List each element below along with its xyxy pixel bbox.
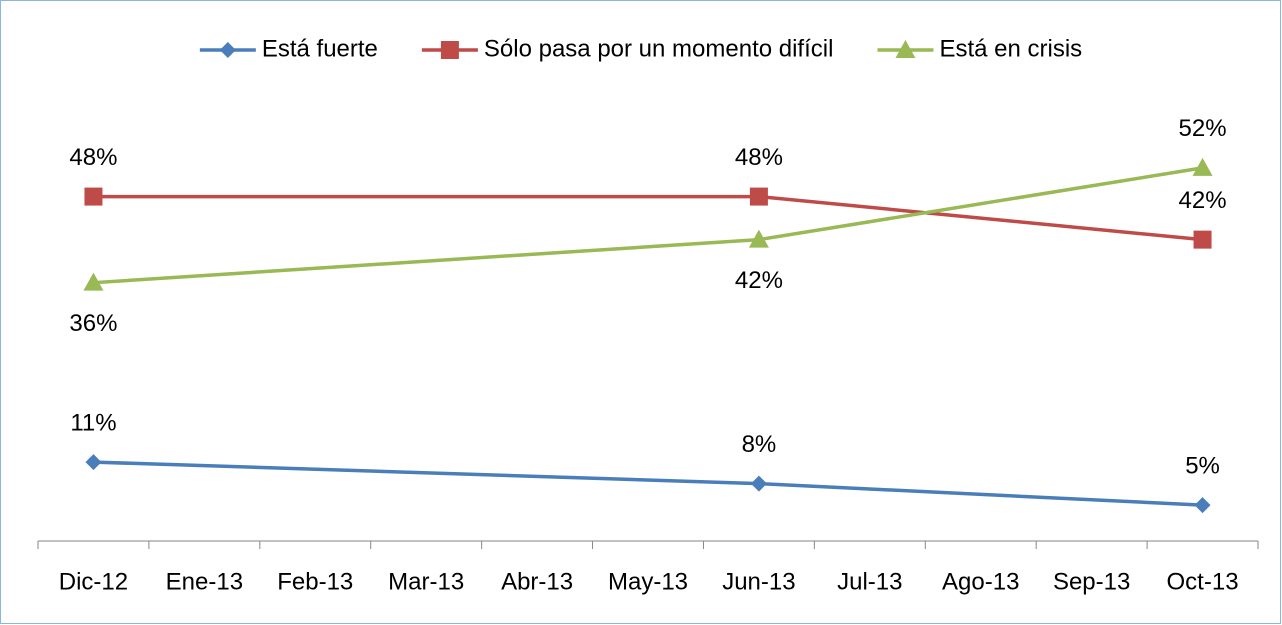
marker (1192, 157, 1213, 176)
legend-marker (219, 42, 236, 58)
legend-marker (440, 41, 459, 59)
data-label: 11% (70, 409, 116, 436)
legend: Está fuerte Sólo pasa por un momento difí… (199, 35, 1082, 62)
marker (750, 475, 767, 492)
x-tick-label: Sep-13 (1053, 568, 1130, 595)
marker (748, 229, 769, 248)
x-tick-label: Jul-13 (837, 568, 902, 595)
marker (83, 272, 104, 291)
x-tick-label: Abr-13 (501, 568, 573, 595)
x-tick-label: Dic-12 (59, 568, 128, 595)
legend-label: Sólo pasa por un momento difícil (484, 35, 834, 62)
x-tick-label: Mar-13 (388, 568, 464, 595)
data-label: 36% (69, 310, 117, 337)
data-label: 48% (735, 144, 783, 171)
data-label: 48% (69, 144, 117, 171)
legend-label: Está fuerte (262, 35, 378, 62)
x-tick-label: Ene-13 (166, 568, 243, 595)
marker (1193, 230, 1212, 249)
data-label: 42% (1179, 187, 1227, 214)
marker (1194, 497, 1211, 514)
line-segment (93, 460, 759, 486)
x-tick-label: Feb-13 (277, 568, 353, 595)
x-tick-label: Oct-13 (1167, 568, 1239, 595)
data-label: 52% (1179, 115, 1227, 142)
marker (749, 187, 768, 206)
line-segment (93, 237, 760, 285)
x-tick-label: May-13 (608, 568, 688, 595)
line-segment (758, 194, 1203, 242)
line-segment (758, 481, 1203, 507)
data-label: 8% (742, 431, 777, 458)
x-tick-label: Ago-13 (942, 568, 1019, 595)
marker (85, 454, 102, 471)
data-label: 5% (1185, 452, 1220, 479)
legend-marker (895, 40, 916, 58)
marker (84, 187, 103, 206)
x-tick-label: Jun-13 (722, 568, 795, 595)
legend-label: Está en crisis (939, 35, 1082, 62)
line-segment (758, 166, 1203, 242)
data-label: 42% (735, 267, 783, 294)
